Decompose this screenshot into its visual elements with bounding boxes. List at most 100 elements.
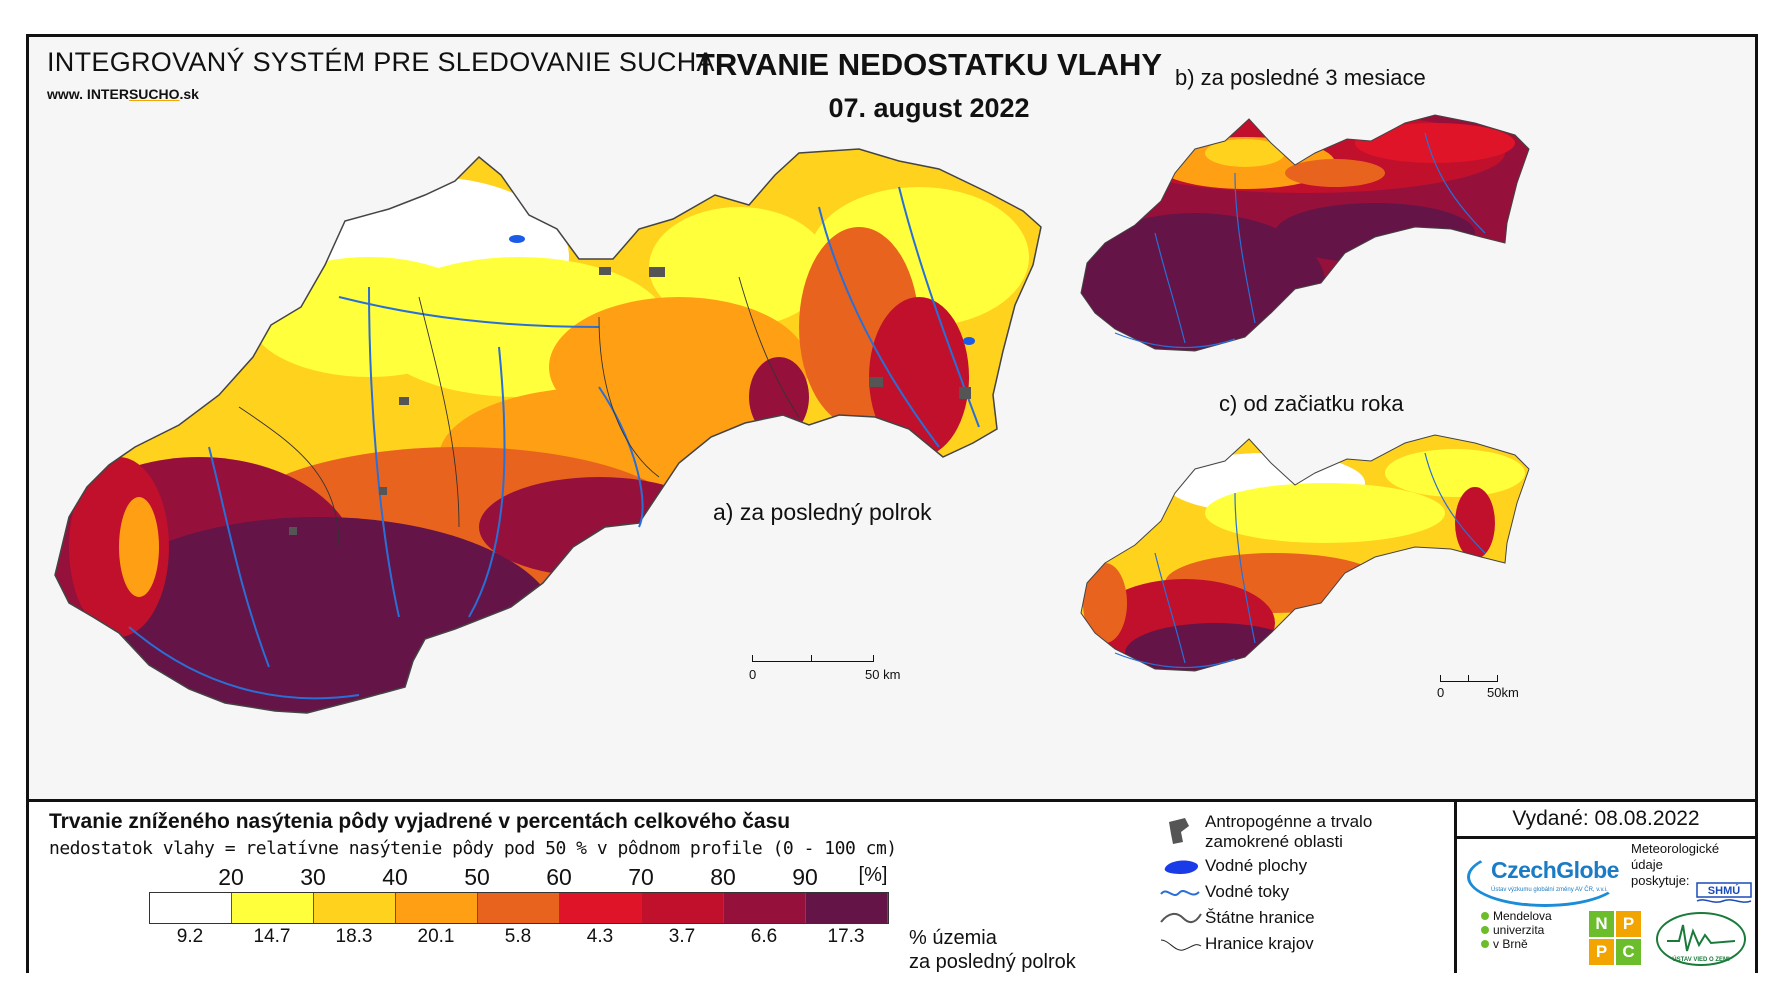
map-b-label: b) za posledné 3 mesiace — [1175, 65, 1426, 90]
legend-percentage: 20.1 — [417, 926, 455, 947]
water-area-icon — [1164, 860, 1199, 874]
streams-label: Vodné toky — [1205, 882, 1290, 901]
nppc-cell: P — [1616, 911, 1641, 937]
legend-percentage: 17.3 — [827, 926, 865, 947]
percentage-label-line1: % územia — [909, 927, 997, 949]
percentage-label: % územia za posledný polrok — [909, 926, 1076, 974]
legend-percentage: 18.3 — [335, 926, 373, 947]
region-border-label: Hranice krajov — [1205, 934, 1314, 953]
legend-colorbar — [149, 892, 889, 924]
system-header: INTEGROVANÝ SYSTÉM PRE SLEDOVANIE SUCHA … — [47, 47, 715, 102]
map-area: INTEGROVANÝ SYSTÉM PRE SLEDOVANIE SUCHA … — [29, 37, 1755, 799]
percentage-label-line2: za posledný polrok — [909, 951, 1076, 973]
mendel-line-1: Mendelova — [1481, 909, 1552, 923]
meteo-line-1: Meteorologické — [1631, 841, 1720, 856]
legend-color-cell — [232, 893, 314, 923]
scale-bar-line — [1468, 675, 1498, 682]
mendel-text-3: v Brně — [1493, 937, 1528, 951]
anthropogenic-label-1: Antropogénne a trvalo — [1205, 812, 1373, 831]
inset-map-b — [1080, 114, 1530, 352]
anthropogenic-area-icon — [1169, 818, 1189, 844]
map-title-block: TRVANIE NEDOSTATKU VLAHY 07. august 2022 — [629, 47, 1229, 124]
stream-icon — [1160, 890, 1200, 896]
legend-color-cell — [478, 893, 560, 923]
czechglobe-subtitle: Ústav výzkumu globální změny AV ČR, v.v.… — [1491, 887, 1608, 893]
nppc-logo: N P P C — [1589, 911, 1641, 965]
anthropogenic-label-2: zamokrené oblasti — [1205, 832, 1343, 851]
legend-color-cell — [806, 893, 888, 923]
mendel-line-2: univerzita — [1481, 923, 1552, 937]
meteo-line-2: údaje — [1631, 857, 1663, 872]
scale-end: 50 km — [865, 667, 901, 682]
symbol-anthropogenic: Antropogénne a trvalo zamokrené oblasti — [1159, 812, 1372, 852]
czechglobe-arc — [1467, 847, 1623, 907]
legend-title: Trvanie zníženého nasýtenia pôdy vyjadre… — [49, 810, 791, 833]
legend-percentage: 9.2 — [176, 926, 204, 947]
map-frame: INTEGROVANÝ SYSTÉM PRE SLEDOVANIE SUCHA … — [26, 34, 1758, 973]
mendel-dot — [1481, 926, 1489, 934]
mendel-university-logo: Mendelova univerzita v Brně — [1481, 909, 1552, 951]
logos-area: CzechGlobe Ústav výzkumu globální změny … — [1457, 839, 1755, 973]
state-border-icon — [1160, 912, 1202, 924]
scale-end: 50km — [1487, 685, 1519, 700]
symbol-region-border: Hranice krajov — [1159, 934, 1372, 956]
legend-tick-label: 40 — [382, 864, 408, 890]
legend-tick-label: 50 — [464, 864, 490, 890]
url-suffix: .sk — [179, 86, 199, 102]
system-url[interactable]: www. INTERSUCHO.sk — [47, 86, 715, 102]
state-border-label: Štátne hranice — [1205, 908, 1315, 927]
symbol-legend: Antropogénne a trvalo zamokrené oblasti … — [1159, 812, 1372, 960]
mendel-dot — [1481, 940, 1489, 948]
symbol-streams: Vodné toky — [1159, 882, 1372, 904]
legend-percentage: 3.7 — [668, 926, 696, 947]
legend-percentage: 14.7 — [253, 926, 291, 947]
legend-color-cell — [150, 893, 232, 923]
legend-tick-label: 70 — [628, 864, 654, 890]
legend-panel: Trvanie zníženého nasýtenia pôdy vyjadre… — [29, 799, 1755, 973]
earth-science-institute-logo: ÚSTAV VIED O ZEMI — [1656, 912, 1746, 966]
legend-tick-label: 60 — [546, 864, 572, 890]
czechglobe-name: CzechGlobe — [1491, 857, 1619, 883]
nppc-cell: P — [1589, 939, 1614, 965]
legend-percentages: 9.2 14.7 18.3 20.1 5.8 4.3 3.7 6.6 17.3 — [149, 926, 889, 952]
system-name: INTEGROVANÝ SYSTÉM PRE SLEDOVANIE SUCHA — [47, 47, 715, 77]
czechglobe-logo: CzechGlobe Ústav výzkumu globální změny … — [1467, 847, 1627, 907]
legend-percentage: 6.6 — [750, 926, 778, 947]
legend-color-cell — [642, 893, 724, 923]
mendel-line-3: v Brně — [1481, 937, 1552, 951]
legend-color-cell — [314, 893, 396, 923]
map-a-label: a) za posledný polrok — [713, 499, 932, 525]
meteo-provider-label: Meteorologické údaje poskytuje: — [1631, 841, 1719, 889]
scale-bar-line — [811, 655, 874, 662]
shmu-logo-text: SHMÚ — [1708, 884, 1740, 897]
legend-color-cell — [560, 893, 642, 923]
issued-date: Vydané: 08.08.2022 — [1457, 802, 1755, 839]
region-border-icon — [1160, 939, 1202, 951]
map-c-label: c) od začiatku roka — [1219, 391, 1404, 416]
meteo-line-3: poskytuje: — [1631, 873, 1690, 888]
legend-color-cell — [396, 893, 478, 923]
mendel-text-1: Mendelova — [1493, 909, 1552, 923]
map-title: TRVANIE NEDOSTATKU VLAHY — [695, 47, 1163, 82]
legend-tick-label: 30 — [300, 864, 326, 890]
url-prefix: www. INTER — [47, 86, 129, 102]
legend-tick-label: 80 — [710, 864, 736, 890]
water-areas-label: Vodné plochy — [1205, 856, 1308, 875]
earth-science-institute-text: ÚSTAV VIED O ZEMI — [1672, 956, 1730, 963]
map-date: 07. august 2022 — [828, 93, 1030, 123]
scale-start: 0 — [749, 667, 757, 682]
inset-map-c — [1080, 434, 1530, 672]
legend-tick-label: 20 — [218, 864, 244, 890]
legend-ticks: 20 30 40 50 60 70 80 90 [%] — [149, 864, 889, 890]
legend-percentage: 5.8 — [504, 926, 532, 947]
nppc-cell: N — [1589, 911, 1614, 937]
symbol-state-border: Štátne hranice — [1159, 908, 1372, 930]
legend-percentage: 4.3 — [586, 926, 614, 947]
mendel-text-2: univerzita — [1493, 923, 1545, 937]
legend-divider — [1454, 802, 1457, 973]
legend-color-cell — [724, 893, 806, 923]
shmu-logo: SHMÚ — [1696, 882, 1752, 903]
main-map-a — [54, 148, 1042, 714]
url-brand: SUCHO — [128, 86, 180, 102]
nppc-cell: C — [1616, 939, 1641, 965]
